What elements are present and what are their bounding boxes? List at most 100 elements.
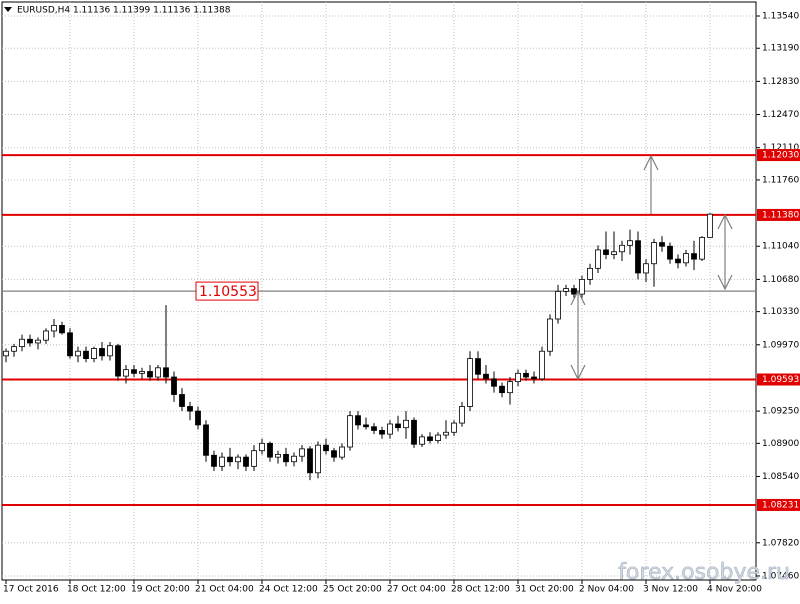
annotation-arrows [570, 154, 733, 381]
y-tick-label: 1.13190 [762, 44, 799, 54]
candle-body [459, 406, 465, 424]
x-tick-label: 27 Oct 04:00 [387, 585, 446, 595]
arrow-head [643, 154, 659, 171]
candle-body [435, 434, 441, 441]
candle-body [419, 436, 425, 445]
candle-body [59, 325, 65, 334]
candle-body [483, 373, 489, 380]
candle-body [203, 424, 209, 456]
level-label: 1.11380 [762, 210, 799, 220]
x-tick-label: 2 Nov 04:00 [579, 585, 634, 595]
candle-body [51, 325, 57, 332]
candle-body [355, 415, 361, 426]
candle-body [107, 345, 113, 357]
candle-body [595, 249, 601, 269]
candles [3, 213, 713, 481]
candle-body [347, 415, 353, 448]
candle-body [227, 456, 233, 463]
candle-body [467, 358, 473, 407]
candle-body [699, 236, 705, 260]
x-tick-label: 4 Nov 20:00 [707, 585, 762, 595]
x-tick-label: 31 Oct 20:00 [515, 585, 574, 595]
level-label-box [757, 149, 800, 162]
axis-labels: 1.13540 1.13190 1.12830 1.12470 1.12110 1.117… [3, 11, 800, 595]
candle-body [75, 350, 81, 357]
x-tick-label: 19 Oct 20:00 [131, 585, 190, 595]
candle-body [19, 338, 25, 348]
menu-triangle[interactable] [4, 7, 12, 12]
y-tick-label: 1.12470 [762, 110, 799, 120]
candle-body [675, 258, 681, 264]
candle-body [387, 423, 393, 435]
candle-body [147, 371, 153, 378]
candle-body [307, 448, 313, 474]
levels: 1.10553 [2, 154, 756, 506]
candle-body [499, 385, 505, 394]
candle-body [219, 456, 225, 467]
candle-body [243, 456, 249, 467]
candle-body [315, 444, 321, 474]
candle-body [507, 381, 513, 394]
candle-body [339, 446, 345, 458]
candle-body [155, 367, 161, 378]
candle-body [411, 419, 417, 445]
y-tick-label: 1.07460 [762, 571, 799, 581]
x-tick-label: 24 Oct 12:00 [259, 585, 318, 595]
arrow-head [717, 274, 733, 291]
y-tick-label: 1.12110 [762, 143, 799, 153]
candle-body [267, 442, 273, 458]
candle-body [179, 394, 185, 407]
candle-body [171, 376, 177, 395]
candle-body [531, 376, 537, 380]
candle-body [475, 358, 481, 375]
candle-body [163, 367, 169, 378]
candle-body [611, 251, 617, 255]
x-tick-label: 3 Nov 12:00 [643, 585, 698, 595]
level-label-box [757, 373, 800, 386]
candle-body [667, 245, 673, 260]
candle-body [379, 430, 385, 435]
candle-body [251, 450, 257, 467]
candle-body [547, 318, 553, 352]
x-tick-label: 18 Oct 12:00 [67, 585, 126, 595]
candle-body [259, 442, 265, 452]
watermark: forex.osobye.ru [618, 560, 790, 585]
candle-body [659, 242, 665, 247]
candle-body [291, 455, 297, 463]
y-tick-label: 1.10330 [762, 307, 799, 317]
x-tick-label: 17 Oct 2016 [3, 585, 59, 595]
candle-body [587, 267, 593, 280]
level-label-box [195, 281, 259, 301]
y-tick-label: 1.09970 [762, 340, 799, 350]
candle-body [555, 290, 561, 320]
level-label: 1.12030 [762, 151, 799, 161]
candle-body [43, 330, 49, 341]
candle-body [11, 346, 17, 352]
candle-body [299, 448, 305, 457]
candle-body [563, 288, 569, 292]
candle-body [235, 456, 241, 463]
candle-body [691, 253, 697, 260]
candle-body [371, 426, 377, 431]
candle-body [99, 348, 105, 357]
candle-body [323, 444, 329, 452]
candle-body [579, 278, 585, 295]
candle-body [603, 249, 609, 255]
x-tick-label: 25 Oct 20:00 [323, 585, 382, 595]
y-tick-label: 1.11040 [762, 242, 799, 252]
candle-body [651, 242, 657, 265]
candle-body [331, 450, 337, 458]
candle-body [619, 244, 625, 253]
candle-body [3, 350, 9, 357]
candle-body [635, 240, 641, 274]
candle-body [427, 436, 433, 441]
y-tick-label: 1.09250 [762, 407, 799, 417]
candle-body [115, 345, 121, 377]
candle-body [211, 454, 217, 467]
level-label: 1.08231 [762, 500, 799, 510]
candle-body [187, 406, 193, 412]
candle-body [395, 423, 401, 429]
candle-body [403, 419, 409, 429]
candle-body [627, 240, 633, 246]
